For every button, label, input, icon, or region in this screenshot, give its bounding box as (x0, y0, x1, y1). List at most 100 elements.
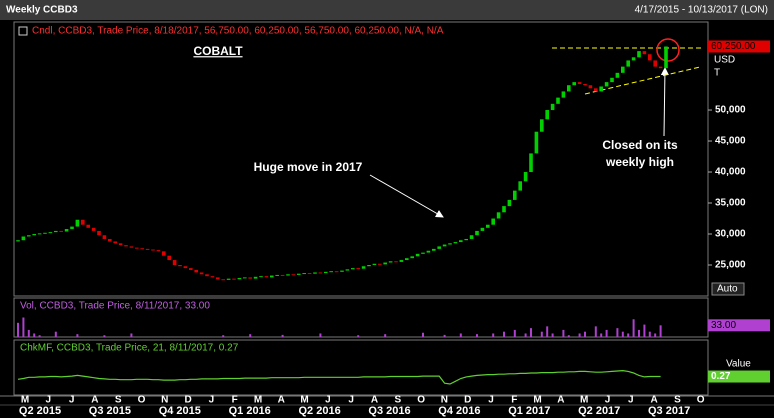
candle-body (264, 276, 269, 278)
candle-body (237, 278, 242, 280)
volume-bar (22, 317, 25, 337)
x-quarter-label: Q3 2015 (89, 405, 131, 417)
candle-body (599, 86, 603, 92)
candle-body (205, 274, 209, 277)
candle-body (415, 253, 420, 257)
candle-body (156, 250, 161, 252)
x-quarter-label: Q2 2017 (578, 405, 620, 417)
last-mf-label: 0.27 (711, 371, 731, 382)
y-tick-label: 40,000 (715, 167, 746, 178)
candle-body (583, 83, 587, 86)
x-month-label: A (650, 395, 657, 406)
volume-bar (492, 333, 495, 337)
x-month-label: D (464, 395, 471, 406)
candle-body (243, 277, 247, 279)
x-quarter-label: Q4 2015 (159, 405, 201, 417)
candle-body (318, 272, 323, 274)
x-month-label: M (580, 395, 588, 406)
candle-body (297, 273, 301, 275)
y-tick-label: 35,000 (715, 198, 746, 209)
candle-body (97, 230, 101, 236)
x-quarter-label: Q3 2017 (648, 405, 690, 417)
mf-axis-label: Value (726, 359, 751, 370)
candle-body (480, 227, 485, 231)
candle-body (421, 252, 425, 254)
volume-bar (103, 335, 106, 337)
candle-body (259, 276, 263, 278)
x-month-label: J (628, 395, 634, 406)
candle-body (507, 199, 512, 207)
volume-legend: Vol, CCBD3, Trade Price, 8/11/2017, 33.0… (20, 301, 210, 312)
x-month-label: M (254, 395, 262, 406)
candle-body (102, 235, 107, 239)
candle-body (545, 110, 549, 120)
candle-body (135, 247, 139, 249)
volume-bar (33, 333, 36, 337)
x-month-label: M (21, 395, 29, 406)
candle-body (151, 249, 155, 251)
candle-body (210, 276, 215, 278)
x-month-label: J (209, 395, 215, 406)
candle-body (27, 235, 31, 237)
candle-body (226, 278, 231, 280)
annotation: COBALT (193, 44, 243, 58)
candle-body (577, 82, 582, 84)
candle-body (329, 271, 333, 273)
candle-body (178, 265, 182, 267)
volume-panel (13, 297, 709, 338)
volume-bar (648, 331, 651, 337)
volume-bar (654, 333, 657, 337)
volume-bar (659, 325, 662, 337)
volume-bar (38, 335, 41, 337)
candle-body (129, 246, 134, 248)
candle-body (426, 250, 431, 253)
x-month-label: J (348, 395, 354, 406)
last-volume-box (708, 319, 770, 332)
x-month-label: M (300, 395, 308, 406)
candle-body (275, 274, 279, 276)
x-month-label: D (184, 395, 191, 406)
candle-body (113, 241, 117, 244)
candle-body (388, 261, 393, 263)
candle-body (534, 131, 539, 154)
volume-bar (222, 335, 225, 337)
x-month-label: S (115, 395, 122, 406)
scale-button[interactable] (711, 282, 745, 296)
x-month-label: J (69, 395, 75, 406)
volume-bar (600, 333, 603, 337)
candle-body (432, 248, 436, 251)
candle-body (108, 238, 112, 242)
candle-body (588, 85, 593, 89)
candle-body (448, 243, 452, 245)
candle-body (502, 206, 506, 213)
candle-body (64, 229, 69, 232)
candle-body (291, 274, 296, 276)
candle-body (345, 269, 350, 271)
candle-body (248, 277, 252, 279)
x-month-label: F (511, 395, 517, 406)
candle-body (459, 240, 463, 243)
volume-bar (513, 329, 516, 337)
candle-body (610, 77, 614, 83)
scale-mode[interactable]: Auto (717, 284, 738, 295)
candle-body (594, 88, 598, 92)
candle-body (167, 255, 171, 261)
volume-bar (530, 328, 532, 337)
candle-body (572, 82, 576, 86)
candle-body (145, 248, 150, 250)
candle-body (313, 272, 317, 274)
volume-bar (567, 335, 570, 337)
volume-bar (17, 322, 19, 337)
volume-bar (621, 331, 624, 337)
candle-body (86, 224, 90, 228)
candle-body (334, 271, 339, 273)
price-panel (13, 21, 709, 297)
candle-body (486, 224, 490, 228)
volume-bar (638, 329, 640, 337)
candle-body (496, 212, 501, 219)
candle-body (621, 66, 625, 73)
candle-body (394, 261, 398, 263)
candle-body (140, 248, 144, 250)
y-tick-label: 25,000 (715, 260, 746, 271)
candle-body (216, 277, 220, 280)
